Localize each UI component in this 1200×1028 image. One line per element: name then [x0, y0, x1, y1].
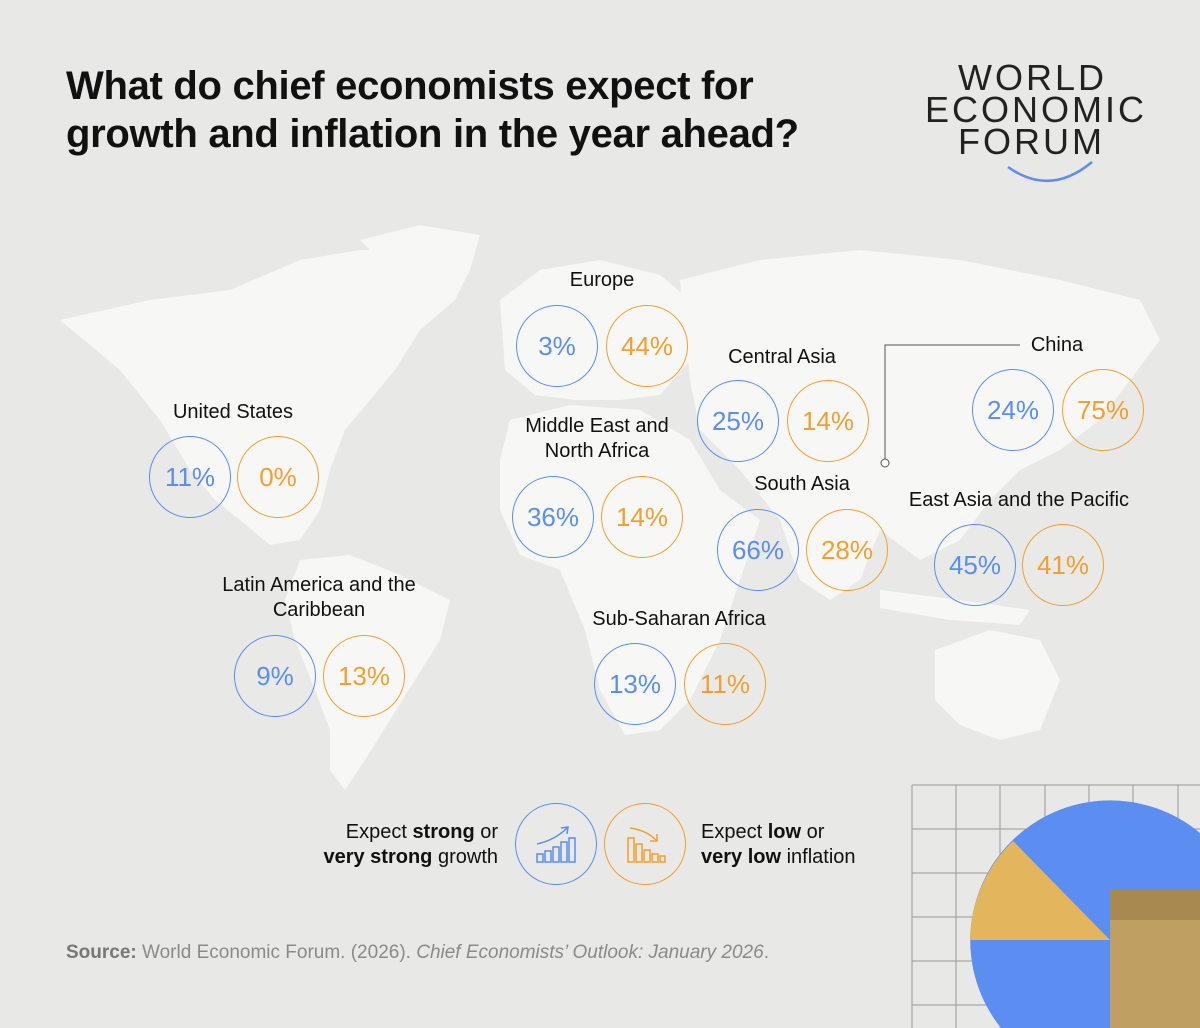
region-label: South Asia — [754, 473, 850, 495]
legend-text-part: growth — [432, 846, 498, 868]
inflation-value: 75% — [1062, 369, 1144, 451]
source-end: . — [763, 942, 769, 963]
growth-value: 36% — [512, 476, 594, 558]
islands-shape — [880, 590, 1030, 625]
growth-value: 13% — [594, 643, 676, 725]
region-label: Europe — [569, 269, 635, 291]
inflation-value: 11% — [684, 643, 766, 725]
legend-text-part: or — [474, 821, 498, 843]
page-title: What do chief economists expect for grow… — [66, 64, 799, 156]
inflation-value: 28% — [806, 509, 888, 591]
source-label: Source: — [66, 942, 137, 963]
inflation-value: 14% — [601, 476, 683, 558]
legend-text-bold: low — [767, 821, 802, 843]
legend-growth-text: Expect strong or very strong growth — [323, 820, 498, 870]
growth-value: 9% — [234, 635, 316, 717]
inflation-value: 44% — [606, 305, 688, 387]
legend-text-bold: very low — [701, 846, 782, 868]
source-citation: Source: World Economic Forum. (2026). Ch… — [66, 942, 769, 964]
legend-inflation-text: Expect low or very low inflation — [701, 820, 856, 870]
inflation-value: 0% — [237, 436, 319, 518]
growth-value: 25% — [697, 380, 779, 462]
inflation-value: 14% — [787, 380, 869, 462]
legend-text-part: inflation — [781, 846, 856, 868]
logo-line-3: FORUM — [958, 121, 1105, 162]
region-label: Sub-Saharan Africa — [592, 608, 766, 630]
rising-bar-chart-icon — [515, 803, 597, 885]
greenland-shape — [360, 225, 480, 285]
inflation-value: 41% — [1022, 524, 1104, 606]
growth-value: 3% — [516, 305, 598, 387]
source-title: Chief Economists’ Outlook: January 2026 — [416, 942, 764, 963]
legend-text-bold: very strong — [323, 846, 433, 868]
legend-text-part: Expect — [345, 821, 413, 843]
logo-line-1: WORLD — [958, 57, 1107, 98]
region-label: Central Asia — [728, 346, 836, 368]
decorative-collage-coins-highlight — [1110, 920, 1200, 1028]
decorative-collage-wedge — [970, 841, 1110, 940]
north-america-shape — [60, 250, 470, 545]
growth-value: 11% — [149, 436, 231, 518]
logo-arc-icon — [1007, 161, 1093, 182]
inflation-value: 13% — [323, 635, 405, 717]
growth-value: 24% — [972, 369, 1054, 451]
legend-text-part: Expect — [701, 821, 768, 843]
region-label: Latin America and the Caribbean — [222, 574, 416, 621]
region-label: Middle East and North Africa — [525, 415, 669, 462]
logo-line-2: ECONOMIC — [925, 89, 1147, 130]
growth-value: 66% — [717, 509, 799, 591]
region-label: East Asia and the Pacific — [908, 489, 1130, 511]
legend-text-part: or — [801, 821, 825, 843]
asia-shape — [680, 250, 1160, 600]
china-connector-line — [884, 344, 1020, 460]
australia-shape — [935, 630, 1060, 740]
source-text: World Economic Forum. (2026). — [136, 942, 417, 963]
region-label: United States — [172, 401, 294, 423]
region-label: China — [1030, 334, 1084, 356]
legend-text-bold: strong — [412, 821, 475, 843]
growth-value: 45% — [934, 524, 1016, 606]
china-connector-dot — [880, 458, 890, 468]
wef-logo: WORLD ECONOMIC FORUM — [920, 57, 1144, 192]
falling-bar-chart-icon — [604, 803, 686, 885]
